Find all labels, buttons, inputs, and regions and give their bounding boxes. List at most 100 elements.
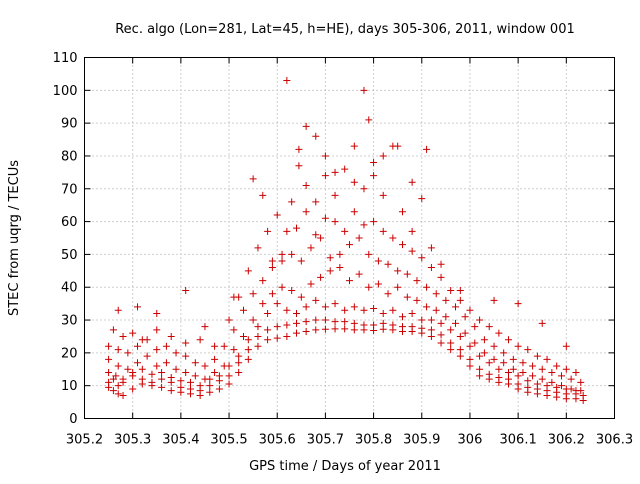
data-point xyxy=(471,323,479,331)
data-point xyxy=(240,306,247,314)
data-point xyxy=(418,324,426,332)
data-point xyxy=(134,359,141,367)
data-point xyxy=(519,359,527,367)
data-point xyxy=(326,267,334,275)
data-point xyxy=(182,339,190,347)
data-point xyxy=(230,346,238,354)
data-point xyxy=(389,306,397,314)
data-point xyxy=(461,313,469,321)
data-point xyxy=(240,332,247,340)
data-point xyxy=(321,303,329,311)
data-point xyxy=(360,185,368,193)
data-point xyxy=(346,241,353,249)
data-point xyxy=(423,283,431,291)
data-point xyxy=(509,365,517,373)
data-point xyxy=(452,303,459,311)
data-point xyxy=(476,365,484,373)
data-point xyxy=(379,309,387,317)
data-point xyxy=(302,328,310,336)
data-point xyxy=(331,218,339,226)
data-point xyxy=(533,352,541,360)
data-point xyxy=(321,325,329,333)
data-point xyxy=(167,332,175,340)
data-point xyxy=(336,264,344,272)
data-point xyxy=(514,300,522,308)
data-point xyxy=(134,303,141,311)
data-point xyxy=(264,309,272,317)
x-tick-label: 305.6 xyxy=(259,433,296,448)
data-point xyxy=(177,377,185,385)
data-point xyxy=(418,316,426,324)
data-point xyxy=(201,323,209,331)
y-tick-label: 110 xyxy=(53,51,78,66)
data-point xyxy=(341,306,349,314)
data-point xyxy=(105,378,113,386)
data-point xyxy=(273,323,281,331)
data-point xyxy=(399,323,406,331)
data-point xyxy=(379,319,387,327)
data-point xyxy=(350,208,358,216)
data-point xyxy=(295,162,303,170)
data-point xyxy=(370,159,378,167)
data-point xyxy=(524,377,532,385)
data-point xyxy=(505,375,512,383)
data-point xyxy=(264,227,272,235)
y-tick-label: 40 xyxy=(61,281,78,296)
data-point xyxy=(466,355,474,363)
data-point xyxy=(360,86,368,94)
data-point xyxy=(413,296,421,304)
data-point xyxy=(379,191,387,199)
data-point xyxy=(278,257,286,265)
data-point xyxy=(225,372,233,380)
data-point xyxy=(321,172,329,180)
data-point xyxy=(432,306,440,314)
data-point xyxy=(466,306,474,314)
data-point xyxy=(196,336,204,344)
data-point xyxy=(158,369,166,377)
data-point xyxy=(249,316,257,324)
data-point xyxy=(268,290,276,298)
data-point xyxy=(558,382,565,390)
data-point xyxy=(235,359,243,367)
data-point xyxy=(105,342,113,350)
data-point xyxy=(374,257,382,265)
data-point xyxy=(456,346,464,354)
points-layer xyxy=(105,76,587,404)
data-point xyxy=(283,76,291,84)
data-point xyxy=(466,342,474,350)
y-axis-label: STEC from uqrg / TECUs xyxy=(7,160,22,316)
data-point xyxy=(148,378,156,386)
data-point xyxy=(399,241,406,249)
data-point xyxy=(119,375,127,383)
data-point xyxy=(500,359,508,367)
data-point xyxy=(331,191,339,199)
x-tick-label: 305.2 xyxy=(66,433,103,448)
data-point xyxy=(408,178,416,186)
data-point xyxy=(370,172,378,180)
data-point xyxy=(249,175,257,183)
data-point xyxy=(403,270,411,278)
data-point xyxy=(495,365,503,373)
data-point xyxy=(543,382,551,390)
grid-layer xyxy=(84,57,615,419)
data-point xyxy=(514,372,522,380)
data-point xyxy=(427,326,435,334)
data-point xyxy=(187,378,194,386)
data-point xyxy=(529,372,537,380)
x-tick-label: 306.1 xyxy=(500,433,537,448)
data-point xyxy=(447,287,455,295)
data-point xyxy=(187,385,194,393)
data-point xyxy=(384,260,392,268)
data-point xyxy=(254,323,262,331)
data-point xyxy=(408,323,416,331)
data-point xyxy=(374,280,382,288)
data-point xyxy=(109,326,117,334)
data-point xyxy=(495,373,503,381)
data-point xyxy=(273,300,281,308)
data-point xyxy=(259,300,267,308)
data-point xyxy=(461,329,469,337)
data-point xyxy=(153,326,161,334)
data-point xyxy=(538,375,546,383)
data-point xyxy=(191,372,199,380)
